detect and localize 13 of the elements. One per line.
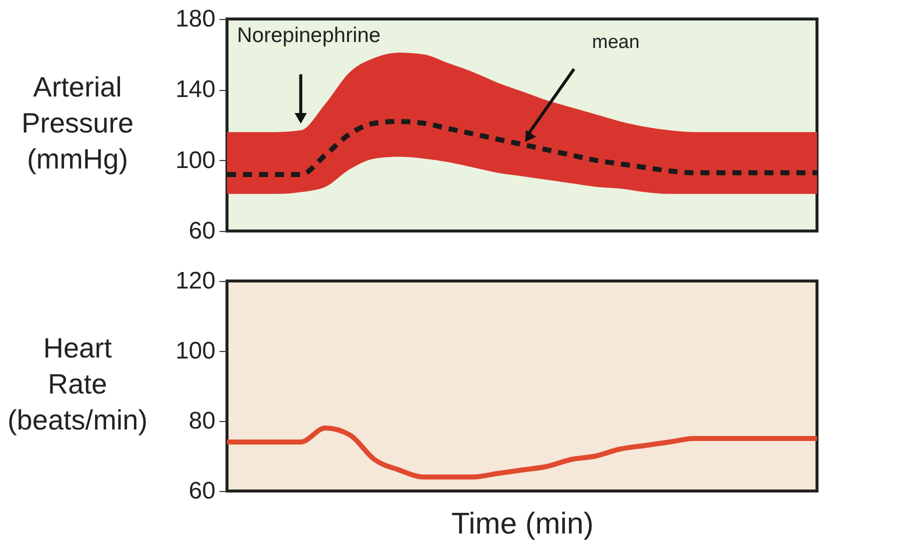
y-tick-label: 100 [175, 338, 216, 364]
y-tick-label: 60 [188, 478, 216, 504]
y-tick-label: 180 [175, 6, 216, 32]
y-axis-title: Heart Rate (beats/min) [7, 332, 148, 436]
y-tick-label: 80 [188, 408, 216, 434]
y-tick-label: 140 [175, 76, 216, 104]
y-axis-title: Arterial Pressure (mmHg) [21, 72, 134, 174]
annotation: Norepinephrine [237, 24, 381, 47]
annotation: mean [592, 32, 640, 53]
y-tick-label: 120 [175, 268, 216, 294]
y-tick-label: 60 [188, 218, 216, 244]
y-tick-label: 100 [175, 146, 216, 174]
x-axis-title: Time (min) [451, 508, 594, 540]
